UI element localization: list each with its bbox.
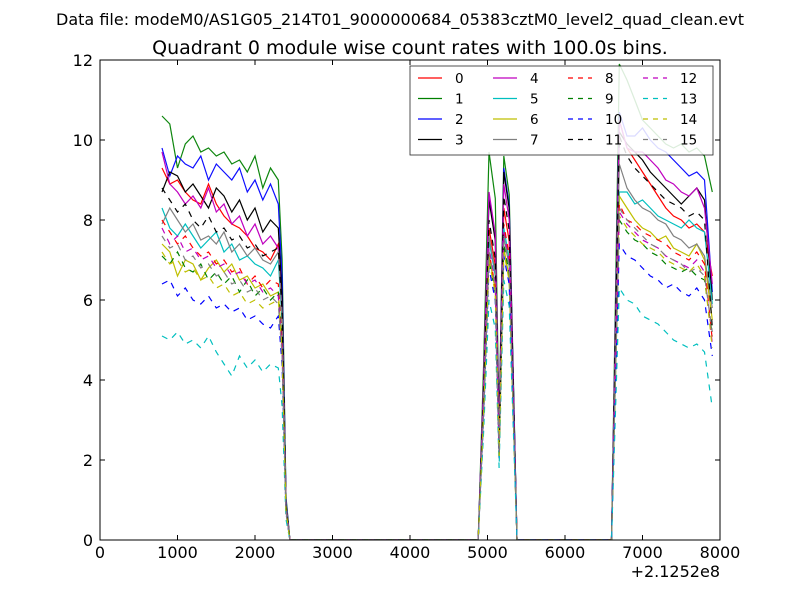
x-tick-label: 8000 [700,543,741,562]
x-axis-offset-label: +2.1252e8 [631,562,720,581]
series-line-10 [161,242,713,540]
legend-label-0: 0 [455,71,464,87]
x-tick-label: 0 [95,543,105,562]
y-tick-label: 12 [73,51,93,70]
legend-label-10: 10 [605,112,622,128]
y-tick-label: 8 [83,211,93,230]
legend-label-8: 8 [605,71,614,87]
legend-label-11: 11 [605,133,622,149]
series-line-11 [161,135,713,540]
series-line-4 [161,119,713,540]
legend-label-3: 3 [455,133,464,149]
series-line-7 [161,163,713,540]
series-line-13 [161,279,713,540]
data-file-supertitle: Data file: modeM0/AS1G05_214T01_90000006… [56,10,744,30]
y-tick-label: 2 [83,451,93,470]
y-tick-label: 6 [83,291,93,310]
x-tick-label: 3000 [312,543,353,562]
series-line-14 [161,214,713,540]
legend-label-5: 5 [530,92,539,108]
legend-label-4: 4 [530,71,539,87]
y-tick-label: 10 [73,131,93,150]
legend-box [409,65,714,156]
series-layer [161,63,713,540]
y-tick-label: 4 [83,371,93,390]
legend-label-12: 12 [680,71,697,87]
axis-ticks: 0 1000 2000 3000 4000 5000 6000 7000 80000246810… [73,51,741,562]
legend-label-2: 2 [455,112,464,128]
series-line-8 [161,203,713,540]
legend-label-14: 14 [680,112,697,128]
legend-label-6: 6 [530,112,539,128]
legend-label-9: 9 [605,92,614,108]
series-line-9 [161,218,713,540]
y-tick-label: 0 [83,531,93,550]
series-line-2 [161,111,713,540]
x-tick-label: 5000 [467,543,508,562]
chart-title: Quadrant 0 module wise count rates with … [152,37,668,59]
legend-label-13: 13 [680,92,697,108]
series-line-6 [161,194,713,540]
x-tick-label: 4000 [390,543,431,562]
legend-label-7: 7 [530,133,539,149]
series-line-5 [161,191,713,540]
x-tick-label: 2000 [235,543,276,562]
legend-label-1: 1 [455,92,464,108]
legend-label-15: 15 [680,133,697,149]
x-tick-label: 1000 [157,543,198,562]
series-line-12 [161,210,713,540]
x-tick-label: 7000 [622,543,663,562]
x-tick-label: 6000 [545,543,586,562]
